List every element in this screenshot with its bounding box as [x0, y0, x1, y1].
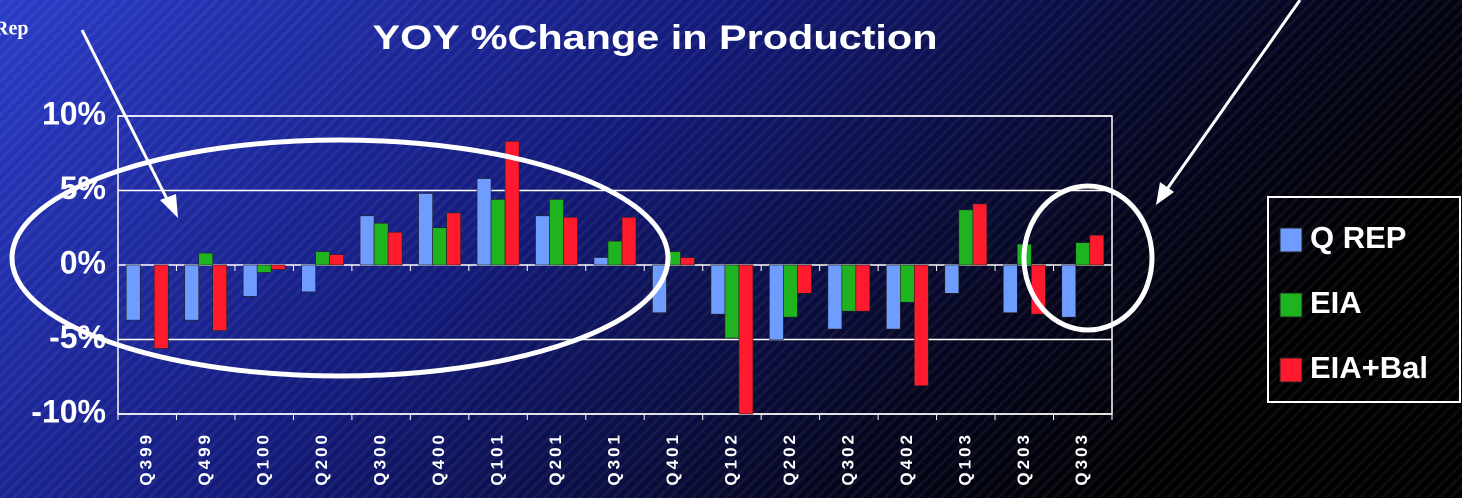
x-tick-label: Q303 — [1072, 432, 1091, 486]
arrow — [1163, 0, 1302, 193]
bar — [900, 264, 915, 303]
bar — [1075, 242, 1091, 266]
x-tick-label: Q499 — [195, 432, 214, 486]
bar — [1002, 264, 1018, 313]
x-tick-label: Q203 — [1014, 432, 1033, 486]
arrow-head — [160, 194, 178, 218]
x-tick-label: Q100 — [254, 432, 273, 486]
bar — [359, 215, 375, 266]
bar — [972, 203, 988, 266]
bar — [621, 217, 637, 266]
bar — [769, 264, 784, 340]
bar — [958, 209, 974, 266]
bar — [738, 264, 754, 415]
bar — [680, 257, 695, 266]
bar — [710, 264, 726, 315]
x-tick-label: Q401 — [663, 432, 682, 486]
legend-swatch — [1279, 227, 1303, 253]
bar — [315, 251, 330, 266]
bar — [827, 264, 843, 330]
bar — [432, 227, 447, 266]
arrow-head — [1156, 182, 1174, 205]
x-tick-label: Q201 — [546, 432, 565, 486]
y-tick-label: 10% — [42, 95, 106, 131]
bar — [242, 264, 258, 297]
bar — [549, 199, 564, 266]
bar — [301, 264, 316, 293]
legend-label: EIA — [1310, 285, 1362, 320]
bar — [387, 231, 403, 266]
bar — [329, 254, 344, 266]
bar — [535, 215, 550, 266]
bar — [184, 264, 200, 321]
x-tick-label: Q200 — [312, 432, 331, 486]
bar — [797, 264, 812, 294]
x-tick-label: Q103 — [955, 432, 974, 486]
highlight-circle — [1021, 183, 1155, 333]
legend-label: EIA+Bal — [1310, 350, 1428, 385]
annotation: Rep — [0, 18, 28, 40]
bar — [476, 178, 492, 266]
bar — [198, 252, 214, 266]
bar — [944, 264, 960, 294]
legend-swatch — [1279, 292, 1303, 318]
bar — [1089, 234, 1105, 266]
legend-swatch — [1279, 357, 1303, 383]
bar — [886, 264, 901, 330]
bar — [125, 264, 141, 321]
bar — [607, 240, 623, 266]
bar — [1061, 264, 1077, 318]
bar — [593, 257, 609, 266]
bar — [724, 264, 740, 339]
x-tick-label: Q399 — [137, 432, 156, 486]
x-tick-label: Q101 — [488, 432, 507, 486]
bar — [504, 141, 520, 266]
bar — [490, 199, 506, 266]
x-tick-label: Q202 — [780, 432, 799, 486]
bar — [256, 264, 272, 273]
bar — [212, 264, 228, 331]
bar — [153, 264, 169, 349]
bar — [446, 212, 461, 266]
highlight-ellipse — [9, 137, 671, 379]
bar — [418, 193, 433, 266]
bar — [855, 264, 871, 312]
x-tick-label: Q402 — [897, 432, 916, 486]
legend-label: Q REP — [1310, 220, 1406, 255]
bar — [270, 264, 286, 270]
x-tick-label: Q102 — [721, 432, 740, 486]
x-tick-label: Q300 — [371, 432, 390, 486]
bar — [373, 222, 389, 266]
bar — [841, 264, 857, 312]
x-tick-label: Q400 — [429, 432, 448, 486]
y-tick-label: -10% — [31, 393, 106, 429]
y-tick-label: 0% — [60, 244, 106, 280]
bar — [914, 264, 929, 386]
bar — [563, 217, 578, 266]
bar — [783, 264, 798, 318]
legend-box — [1267, 196, 1461, 403]
annotation-shapes — [9, 0, 1302, 379]
arrow — [80, 29, 172, 206]
x-tick-label: Q302 — [838, 432, 857, 486]
x-tick-label: Q301 — [604, 432, 623, 486]
chart-title: YOY %Change in Production — [373, 19, 938, 57]
